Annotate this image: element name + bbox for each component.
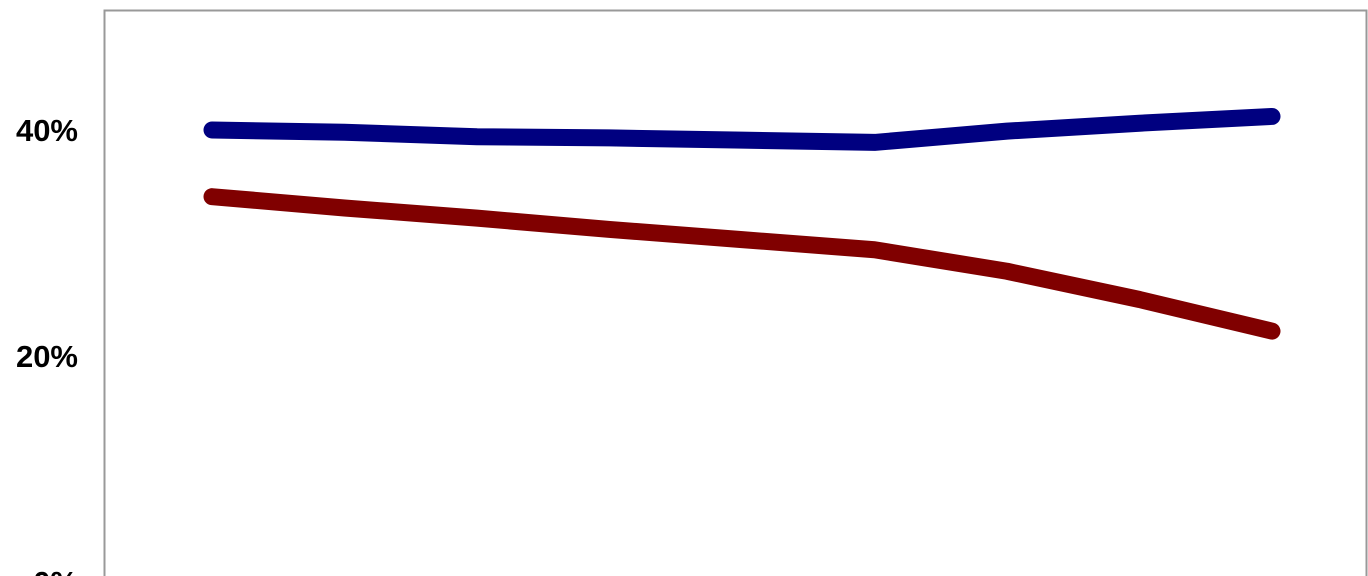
y-tick-label: 40% [16,113,78,148]
series-group [203,107,1281,340]
series-line-1 [203,107,1281,151]
y-axis-ticks: 40% 20% 0% [16,113,78,576]
plot-area-frame [103,9,1368,576]
y-tick-label: 0% [33,565,78,576]
series-line-2 [203,188,1281,340]
y-tick-label: 20% [16,339,78,374]
